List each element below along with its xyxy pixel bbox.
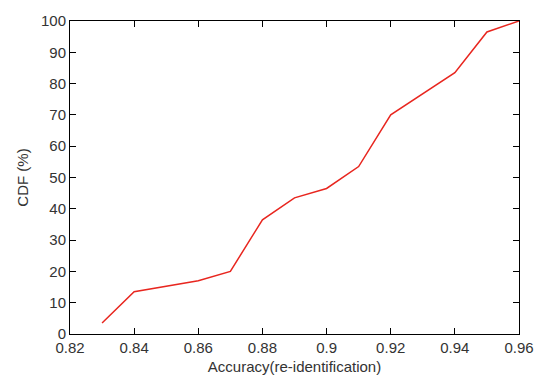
svg-text:60: 60 [49,137,66,154]
svg-text:30: 30 [49,231,66,248]
svg-text:0.94: 0.94 [440,339,469,356]
svg-text:20: 20 [49,263,66,280]
svg-text:10: 10 [49,294,66,311]
svg-text:90: 90 [49,44,66,61]
svg-text:0.96: 0.96 [504,339,533,356]
svg-text:0.84: 0.84 [120,339,149,356]
svg-text:80: 80 [49,75,66,92]
svg-text:0.88: 0.88 [248,339,277,356]
svg-text:100: 100 [41,12,66,29]
svg-text:0.9: 0.9 [316,339,337,356]
svg-text:0: 0 [58,325,66,342]
svg-text:0.86: 0.86 [184,339,213,356]
svg-text:50: 50 [49,169,66,186]
svg-text:Accuracy(re-identification): Accuracy(re-identification) [208,358,381,375]
svg-text:70: 70 [49,106,66,123]
svg-text:0.92: 0.92 [376,339,405,356]
svg-text:40: 40 [49,200,66,217]
svg-text:CDF (%): CDF (%) [14,148,31,206]
svg-text:0.82: 0.82 [55,339,84,356]
